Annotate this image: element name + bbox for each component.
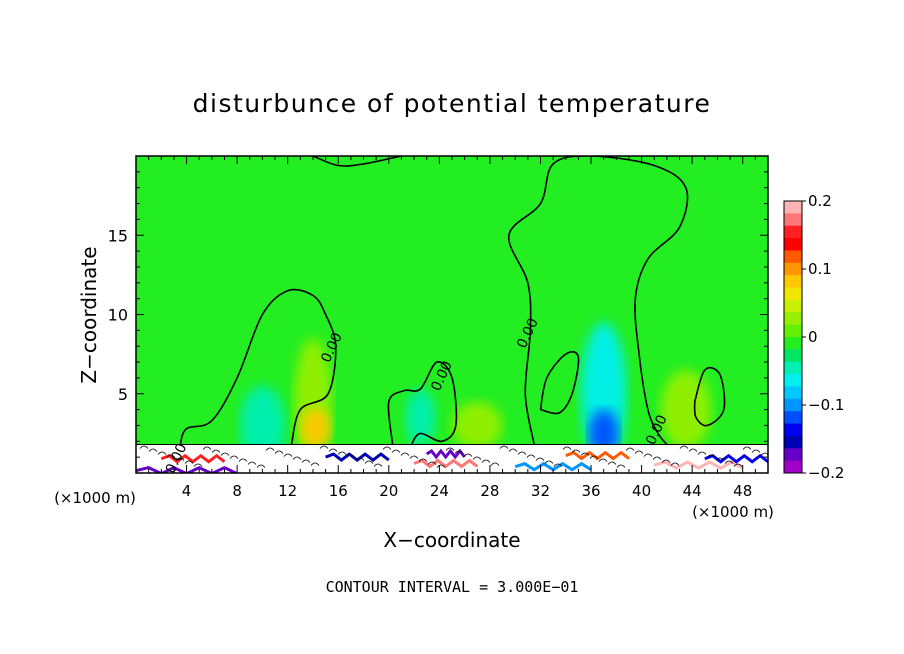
x-axis-label: X−coordinate	[383, 528, 520, 552]
contour-interval-note: CONTOUR INTERVAL = 3.000E−01	[326, 578, 579, 596]
x-unit-left: (×1000 m)	[54, 489, 136, 507]
anomaly-blob-6	[660, 369, 712, 450]
zero-contour-4	[539, 351, 580, 415]
y-axis: 5 10 15	[108, 155, 768, 474]
zero-contour-1	[179, 288, 337, 445]
chart-title: disturbunce of potential temperature	[193, 89, 712, 118]
colorbar-swatch-16	[784, 398, 802, 412]
colorbar-swatch-0	[784, 201, 802, 214]
colorbar-swatch-17	[784, 411, 802, 425]
boundary-streak-5	[653, 460, 744, 470]
y-tick-label-5: 5	[118, 385, 128, 404]
colorbar-swatch-6	[784, 275, 802, 289]
boundary-streak-0	[160, 453, 226, 464]
y-tick-label-15: 15	[108, 226, 128, 245]
x-tick-label-40: 40	[632, 482, 651, 500]
zero-contour-0	[312, 156, 402, 167]
colorbar-label-2: 0	[808, 328, 818, 346]
colorbar-swatch-20	[784, 448, 802, 462]
colorbar-swatch-1	[784, 213, 802, 227]
x-tick-label-12: 12	[278, 482, 297, 500]
colorbar-label-0: 0.2	[808, 192, 832, 210]
colorbar-swatch-4	[784, 250, 802, 264]
x-tick-label-32: 32	[531, 482, 550, 500]
colorbar-swatch-10	[784, 324, 802, 338]
colorbar-swatch-11	[784, 337, 802, 350]
zero-contour-3	[508, 156, 689, 446]
anomaly-blob-3	[405, 388, 436, 447]
colorbar-swatch-9	[784, 312, 802, 326]
colorbar-swatch-13	[784, 361, 802, 375]
boundary-streak-4	[565, 450, 630, 461]
colorbar-swatch-19	[784, 435, 802, 449]
colorbar-swatch-12	[784, 349, 802, 363]
zero-contour-2	[387, 361, 458, 445]
x-tick-label-24: 24	[430, 482, 449, 500]
colorbar: 0.2 0.1 0 −0.1 −0.2	[783, 192, 844, 482]
colorbar-swatch-15	[784, 386, 802, 400]
boundary-streak-1	[325, 452, 390, 462]
colorbar-swatch-5	[784, 262, 802, 276]
y-axis-label: Z−coordinate	[77, 246, 101, 383]
anomaly-blob-7	[452, 401, 503, 450]
x-tick-label-16: 16	[329, 482, 348, 500]
x-unit-right: (×1000 m)	[692, 503, 774, 521]
colorbar-label-4: −0.2	[808, 464, 844, 482]
boundary-streak-2	[413, 458, 479, 469]
boundary-streak-7	[136, 465, 238, 473]
x-tick-label-36: 36	[581, 482, 600, 500]
colorbar-swatch-21	[784, 460, 802, 474]
x-axis: 4 8 12 16 20 24 28 32 36 40 44 48	[135, 156, 769, 500]
x-tick-label-48: 48	[733, 482, 752, 500]
colorbar-swatch-14	[784, 374, 802, 387]
colorbar-label-3: −0.1	[808, 396, 844, 414]
boundary-streak-6	[704, 453, 768, 464]
plot-clip-group	[136, 156, 768, 473]
colorbar-swatch-18	[784, 423, 802, 437]
x-tick-label-8: 8	[232, 482, 242, 500]
plot-area	[136, 156, 768, 473]
boundary-turbulence	[139, 445, 768, 468]
boundary-streak-3	[425, 448, 466, 460]
x-tick-label-28: 28	[480, 482, 499, 500]
x-tick-label-20: 20	[379, 482, 398, 500]
anomaly-blob-2	[300, 408, 331, 450]
colorbar-swatch-8	[784, 299, 802, 313]
boundary-layer	[136, 444, 768, 473]
x-tick-label-4: 4	[182, 482, 192, 500]
colorbar-swatch-2	[784, 225, 802, 239]
y-tick-label-10: 10	[108, 306, 128, 325]
colorbar-label-1: 0.1	[808, 260, 832, 278]
colorbar-swatch-3	[784, 238, 802, 251]
colorbar-swatch-7	[784, 287, 802, 301]
zero-contour-5	[693, 366, 726, 427]
x-tick-label-44: 44	[683, 482, 702, 500]
